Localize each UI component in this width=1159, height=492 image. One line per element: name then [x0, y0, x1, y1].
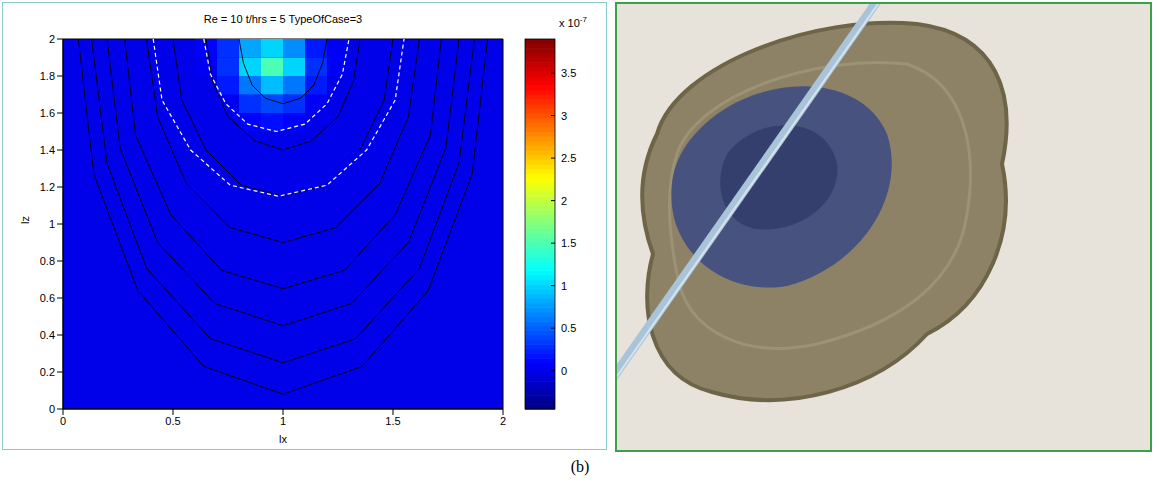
svg-text:1: 1 [49, 218, 55, 230]
svg-text:3.5: 3.5 [561, 67, 576, 79]
svg-text:0.4: 0.4 [40, 329, 55, 341]
svg-text:2: 2 [49, 33, 55, 45]
svg-text:1.6: 1.6 [40, 107, 55, 119]
svg-text:0.5: 0.5 [561, 322, 576, 334]
svg-text:0: 0 [561, 365, 567, 377]
svg-text:3: 3 [561, 110, 567, 122]
svg-text:lz: lz [19, 216, 31, 224]
svg-text:0: 0 [49, 403, 55, 415]
svg-text:1: 1 [561, 280, 567, 292]
html-text:(b): (b) [570, 458, 590, 475]
svg-text:1.4: 1.4 [40, 144, 55, 156]
svg-text:2: 2 [561, 195, 567, 207]
svg-text:0.6: 0.6 [40, 292, 55, 304]
svg-text:2: 2 [500, 415, 506, 427]
svg-text:1: 1 [280, 415, 286, 427]
svg-text:1.5: 1.5 [561, 237, 576, 249]
svg-text:0.2: 0.2 [40, 366, 55, 378]
svg-text:0.8: 0.8 [40, 255, 55, 267]
svg-text:1.8: 1.8 [40, 70, 55, 82]
svg-text:1.5: 1.5 [385, 415, 400, 427]
html-text:Re = 10 t/hrs = 5 TypeOfCase=3: Re = 10 t/hrs = 5 TypeOfCase=3 [203, 13, 363, 25]
svg-text:2.5: 2.5 [561, 152, 576, 164]
svg-text:1.2: 1.2 [40, 181, 55, 193]
svg-text:0.5: 0.5 [165, 415, 180, 427]
svg-text:x 10-7: x 10-7 [559, 15, 587, 29]
svg-text:0: 0 [60, 415, 66, 427]
svg-text:lx: lx [279, 433, 287, 445]
